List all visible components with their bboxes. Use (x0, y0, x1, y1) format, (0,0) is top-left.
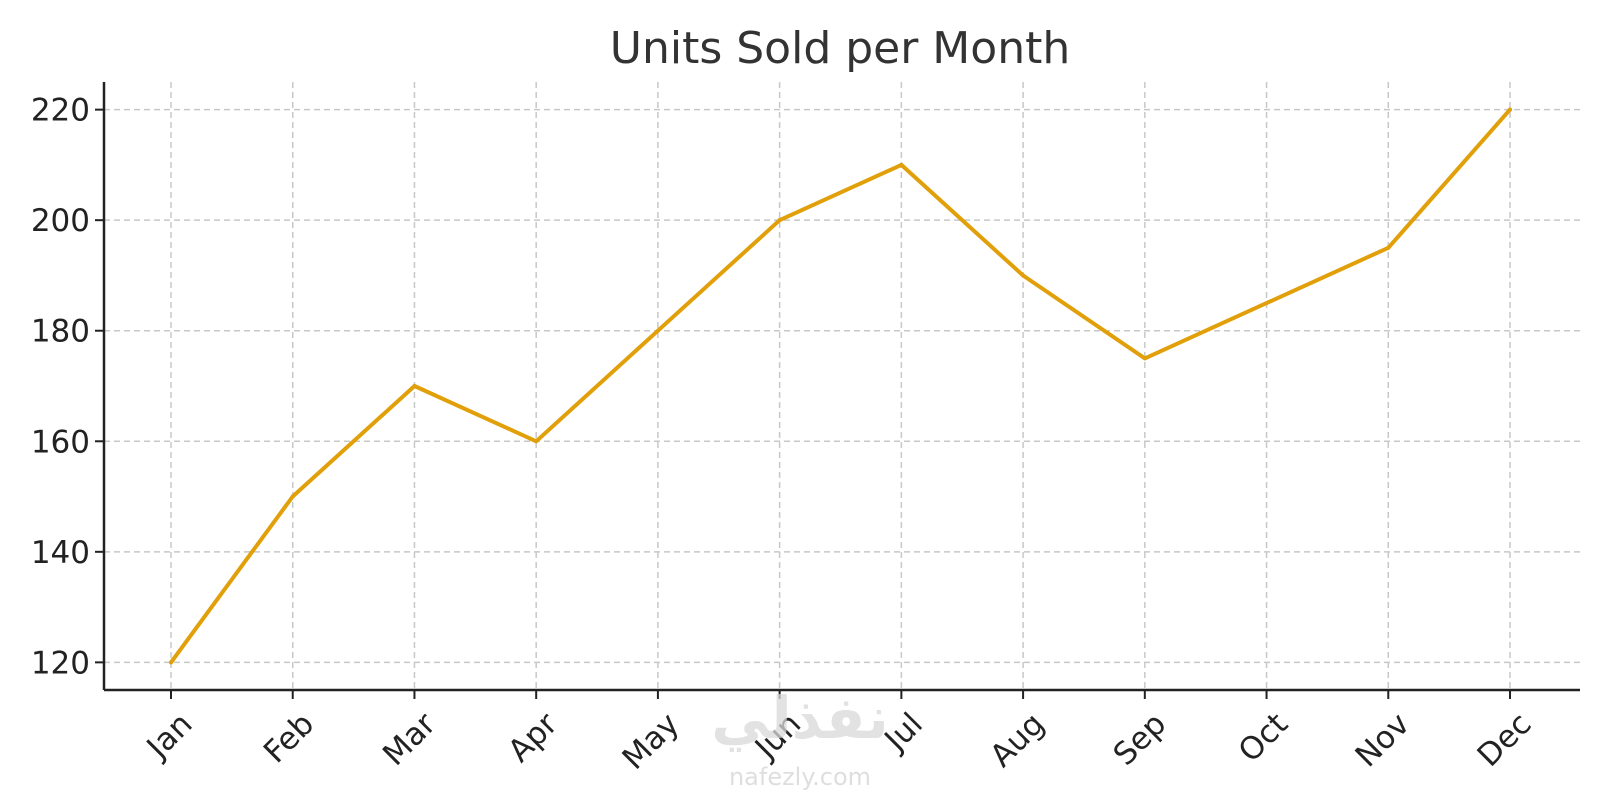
data-point-jul (899, 162, 904, 167)
data-point-apr (534, 439, 539, 444)
data-point-jun (777, 218, 782, 223)
x-tick-label-feb: Feb (257, 706, 321, 770)
series-line-units-sold (169, 107, 1512, 665)
y-tick-label-160: 160 (31, 424, 90, 460)
data-point-may (655, 328, 660, 333)
axes (95, 82, 1580, 699)
series (169, 107, 1512, 665)
y-tick-label-200: 200 (31, 203, 90, 239)
x-tick-label-jan: Jan (139, 706, 200, 767)
y-tick-label-140: 140 (31, 535, 90, 571)
data-point-feb (290, 494, 295, 499)
watermark-logo-text: نفذلي (711, 684, 888, 752)
watermark: نفذلي nafezly.com (711, 684, 888, 791)
data-point-oct (1264, 301, 1269, 306)
chart-title: Units Sold per Month (610, 23, 1070, 74)
data-point-sep (1142, 356, 1147, 361)
x-tick-label-nov: Nov (1349, 706, 1417, 774)
y-tick-label-180: 180 (31, 314, 90, 350)
grid (104, 82, 1580, 690)
x-tick-label-dec: Dec (1471, 706, 1539, 774)
x-tick-label-sep: Sep (1107, 706, 1174, 773)
data-point-mar (412, 384, 417, 388)
x-tick-label-mar: Mar (376, 706, 443, 773)
data-point-aug (1021, 273, 1026, 278)
y-tick-label-120: 120 (31, 645, 90, 681)
x-tick-label-apr: Apr (501, 706, 565, 770)
watermark-url: nafezly.com (729, 763, 871, 791)
x-tick-label-may: May (616, 706, 687, 777)
x-tick-label-oct: Oct (1232, 706, 1295, 769)
data-point-dec (1508, 107, 1512, 112)
data-point-nov (1386, 245, 1391, 250)
data-point-jan (169, 660, 173, 665)
y-tick-label-220: 220 (31, 93, 90, 129)
x-tick-label-aug: Aug (983, 706, 1051, 774)
